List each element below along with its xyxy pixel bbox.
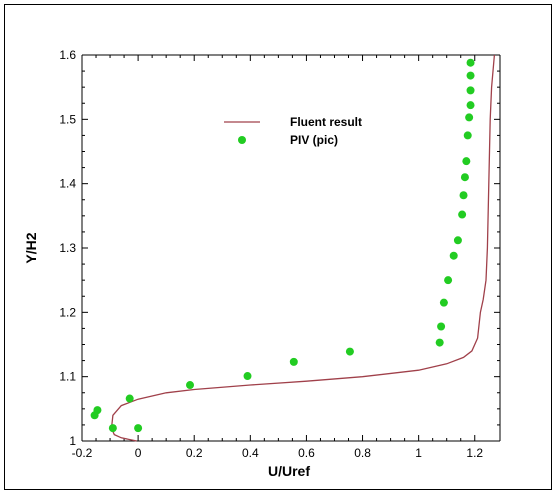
y-tick-label: 1.3 — [59, 241, 76, 255]
x-tick-label: -0.2 — [72, 446, 93, 460]
legend-swatch-marker — [238, 136, 246, 144]
piv-point — [459, 191, 468, 200]
y-tick-label: 1 — [69, 434, 76, 448]
piv-point — [439, 298, 448, 307]
x-tick-label: 0.8 — [354, 446, 371, 460]
piv-point — [466, 101, 475, 110]
piv-point — [462, 157, 471, 166]
y-tick-label: 1.1 — [59, 370, 76, 384]
piv-point — [466, 71, 475, 80]
piv-point — [134, 424, 143, 433]
x-tick-label: 0.2 — [186, 446, 203, 460]
piv-point — [125, 394, 134, 403]
y-tick-label: 1.2 — [59, 305, 76, 319]
piv-point — [444, 276, 453, 285]
x-tick-label: 1.2 — [466, 446, 483, 460]
y-tick-label: 1.6 — [59, 48, 76, 62]
piv-point — [437, 322, 446, 331]
piv-point — [90, 411, 99, 420]
piv-point — [449, 251, 458, 260]
x-tick-label: 0 — [135, 446, 142, 460]
legend-entry-label: Fluent result — [290, 115, 362, 129]
piv-point — [463, 131, 472, 140]
piv-point — [289, 357, 298, 366]
y-tick-label: 1.5 — [59, 112, 76, 126]
piv-point — [466, 58, 475, 67]
piv-point — [466, 86, 475, 95]
piv-point — [460, 173, 469, 182]
x-tick-label: 0.4 — [242, 446, 259, 460]
piv-point — [458, 210, 467, 219]
fluent-result-line — [110, 54, 496, 442]
piv-point — [243, 372, 252, 381]
piv-point — [453, 236, 462, 245]
x-tick-label: 0.6 — [298, 446, 315, 460]
legend: Fluent result PIV (pic) — [224, 115, 362, 147]
axes: -0.2 0 0.2 0.4 0.6 0.8 1 1.2 1 1.1 1.2 1.3 1.4 1.5 1.6 — [59, 48, 501, 460]
legend-entry-label: PIV (pic) — [290, 133, 338, 147]
plot-series — [90, 54, 496, 442]
y-tick-label: 1.4 — [59, 177, 76, 191]
y-axis-label: Y/H2 — [23, 232, 39, 263]
x-tick-label: 1 — [415, 446, 422, 460]
piv-point — [465, 113, 474, 122]
x-axis-label: U/Uref — [268, 463, 310, 479]
piv-point — [108, 424, 117, 433]
piv-point — [435, 338, 444, 347]
piv-point — [186, 381, 195, 390]
piv-point — [345, 347, 354, 356]
